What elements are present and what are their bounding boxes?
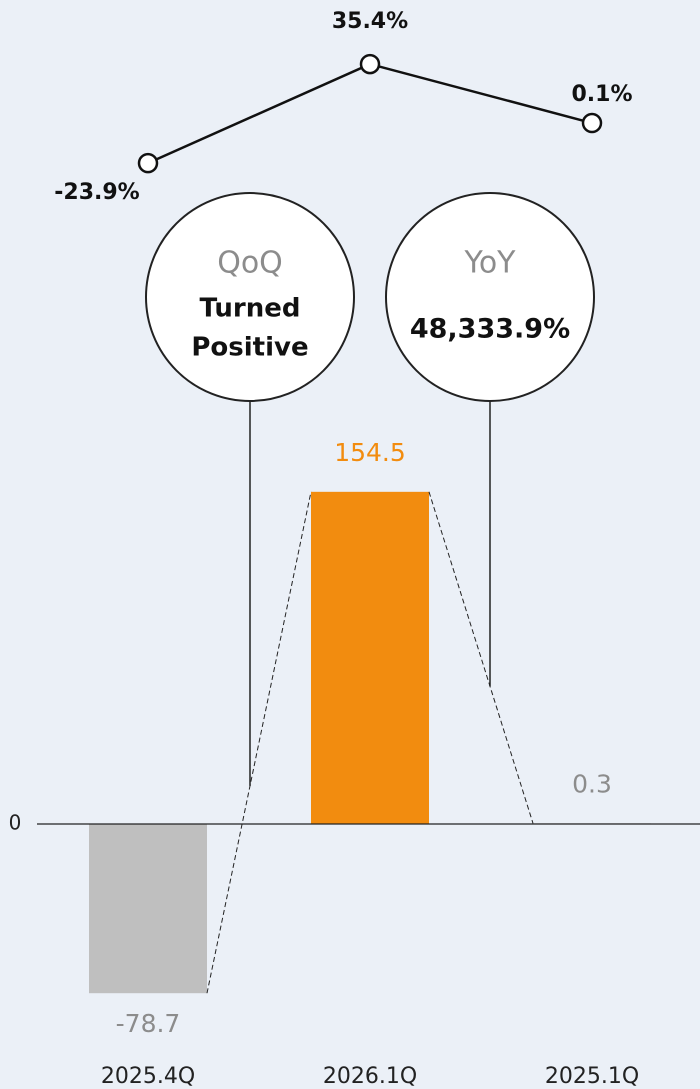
bubble-title: YoY — [463, 246, 516, 281]
bubble-title: QoQ — [217, 246, 283, 281]
bubble-text: 48,333.9% — [410, 314, 570, 345]
line-label: 0.1% — [571, 82, 632, 107]
bubble-text: Positive — [191, 333, 308, 363]
bar — [89, 824, 207, 994]
line-label: -23.9% — [54, 180, 139, 205]
bubble — [145, 192, 355, 402]
line-point — [359, 53, 381, 75]
value-label: -78.7 — [116, 1009, 181, 1038]
dashed-connector — [206, 491, 312, 994]
bubble — [385, 192, 595, 402]
line-point — [137, 152, 159, 174]
y-tick-label: 0 — [9, 811, 22, 835]
dashed-connector — [428, 491, 534, 824]
line — [147, 62, 593, 165]
x-tick-label: 2025.1Q — [545, 1064, 639, 1089]
bar — [311, 491, 429, 824]
x-tick-label: 2026.1Q — [323, 1064, 417, 1089]
line-point — [581, 112, 603, 134]
x-tick-label: 2025.4Q — [101, 1064, 195, 1089]
value-label: 154.5 — [334, 438, 406, 467]
bubble-text: Turned — [200, 294, 301, 324]
line-label: 35.4% — [332, 9, 408, 34]
value-label: 0.3 — [572, 769, 612, 798]
